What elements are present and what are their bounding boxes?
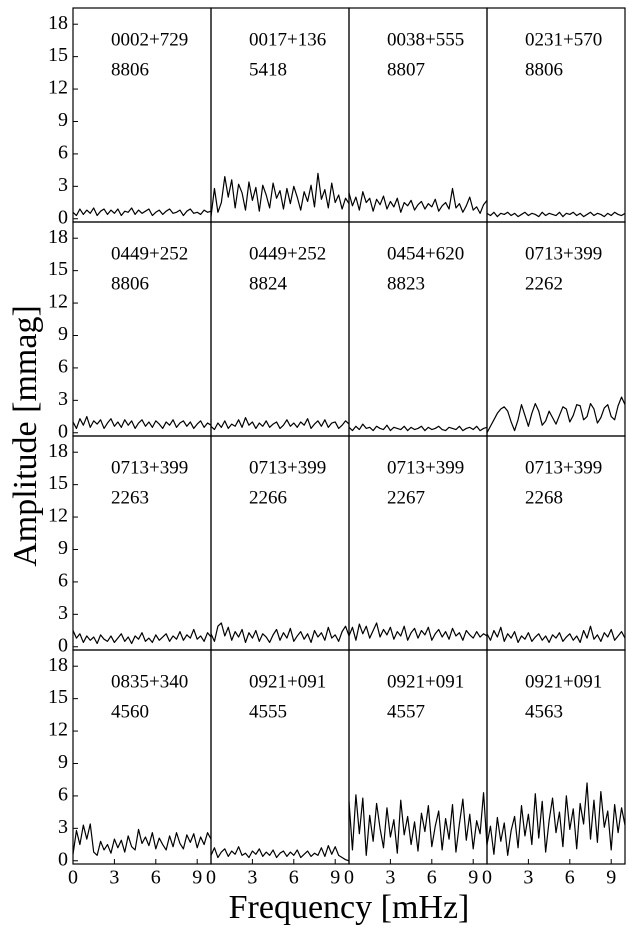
panel-subtitle: 5418 (249, 59, 287, 80)
panel-title: 0921+091 (525, 671, 602, 692)
panel-title: 0713+399 (387, 457, 464, 478)
panel-subtitle: 4555 (249, 701, 287, 722)
x-tick-label: 3 (385, 867, 395, 889)
y-tick-label: 9 (58, 109, 68, 131)
x-tick-label: 0 (482, 867, 492, 889)
panel-subtitle: 4560 (111, 701, 149, 722)
panel-subtitle: 2263 (111, 487, 149, 508)
x-axis-label: Frequency [mHz] (229, 889, 470, 926)
panel-title: 0449+252 (111, 243, 188, 264)
panel-title: 0713+399 (111, 457, 188, 478)
y-tick-label: 6 (58, 570, 68, 592)
y-tick-label: 6 (58, 356, 68, 378)
panel-title: 0713+399 (525, 457, 602, 478)
x-tick-label: 9 (468, 867, 478, 889)
spectrum-line (210, 417, 350, 431)
x-tick-label: 3 (523, 867, 533, 889)
x-tick-label: 9 (330, 867, 340, 889)
y-tick-label: 15 (48, 258, 68, 280)
panel-title: 0449+252 (249, 243, 326, 264)
spectrum-line (210, 845, 350, 862)
x-tick-label: 0 (68, 867, 78, 889)
x-tick-label: 9 (192, 867, 202, 889)
panel-title: 0038+555 (387, 29, 464, 50)
spectrum-line (72, 823, 212, 856)
panel-title: 0017+136 (249, 29, 326, 50)
spectrum-line (210, 172, 350, 217)
x-tick-label: 6 (151, 867, 161, 889)
spectrum-line (486, 782, 626, 856)
y-tick-label: 9 (58, 323, 68, 345)
y-tick-label: 18 (48, 654, 68, 676)
y-tick-label: 18 (48, 226, 68, 248)
x-tick-label: 9 (606, 867, 616, 889)
panel-subtitle: 2266 (249, 487, 287, 508)
panel-title: 0002+729 (111, 29, 188, 50)
panel-subtitle: 8807 (387, 59, 425, 80)
y-tick-label: 6 (58, 784, 68, 806)
y-tick-label: 3 (58, 388, 68, 410)
spectrum-line (72, 207, 212, 217)
spectrum-line (348, 423, 488, 432)
y-tick-label: 15 (48, 686, 68, 708)
x-tick-label: 6 (289, 867, 299, 889)
x-tick-label: 3 (109, 867, 119, 889)
panel-title: 0454+620 (387, 243, 464, 264)
y-axis-label: Amplitude [mmag] (7, 305, 44, 567)
spectrum-line (72, 628, 212, 645)
y-tick-label: 0 (58, 848, 68, 870)
panel-subtitle: 8823 (387, 273, 425, 294)
x-tick-label: 6 (565, 867, 575, 889)
panel-title: 0713+399 (525, 243, 602, 264)
panel-title: 0835+340 (111, 671, 188, 692)
spectrum-line (486, 625, 626, 644)
y-tick-label: 12 (48, 719, 68, 741)
panel-title: 0921+091 (249, 671, 326, 692)
panel-subtitle: 4557 (387, 701, 425, 722)
panel-subtitle: 8806 (111, 273, 149, 294)
y-tick-label: 0 (58, 206, 68, 228)
panel-title: 0713+399 (249, 457, 326, 478)
panel-subtitle: 8806 (525, 59, 563, 80)
panel-subtitle: 2268 (525, 487, 563, 508)
y-tick-label: 0 (58, 634, 68, 656)
spectrum-line (348, 792, 488, 856)
y-tick-label: 12 (48, 291, 68, 313)
panel-title: 0921+091 (387, 671, 464, 692)
y-tick-label: 18 (48, 12, 68, 34)
y-tick-label: 12 (48, 77, 68, 99)
panel-subtitle: 4563 (525, 701, 563, 722)
y-tick-label: 9 (58, 537, 68, 559)
y-tick-label: 15 (48, 44, 68, 66)
spectrum-line (72, 415, 212, 430)
y-tick-label: 15 (48, 472, 68, 494)
x-tick-label: 0 (206, 867, 216, 889)
y-tick-label: 0 (58, 420, 68, 442)
y-tick-label: 3 (58, 816, 68, 838)
y-tick-label: 3 (58, 174, 68, 196)
panel-title: 0231+570 (525, 29, 602, 50)
panel-subtitle: 8824 (249, 273, 288, 294)
spectrum-line (348, 187, 488, 214)
spectrum-line (348, 622, 488, 641)
spectrum-line (486, 396, 626, 434)
y-tick-label: 6 (58, 142, 68, 164)
panel-frame (486, 649, 626, 865)
x-tick-label: 6 (427, 867, 437, 889)
panel-subtitle: 2267 (387, 487, 425, 508)
spectrum-line (210, 622, 350, 644)
y-tick-label: 12 (48, 505, 68, 527)
y-tick-label: 18 (48, 440, 68, 462)
panel-subtitle: 2262 (525, 273, 563, 294)
x-tick-label: 3 (247, 867, 257, 889)
panel-subtitle: 8806 (111, 59, 149, 80)
spectrum-line (486, 211, 626, 218)
y-tick-label: 3 (58, 602, 68, 624)
y-tick-label: 9 (58, 751, 68, 773)
x-tick-label: 0 (344, 867, 354, 889)
